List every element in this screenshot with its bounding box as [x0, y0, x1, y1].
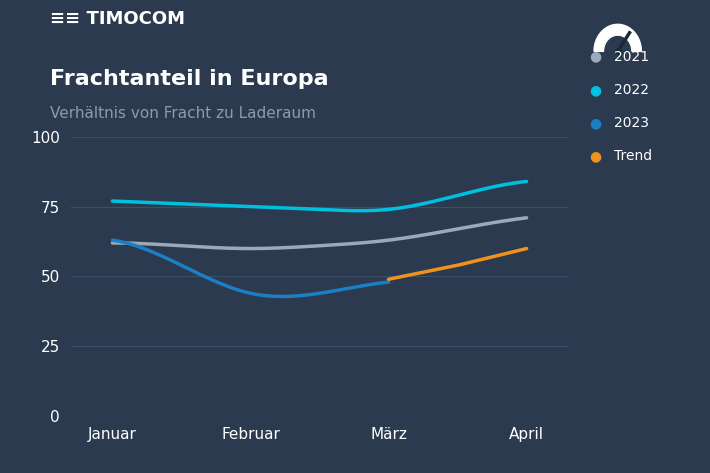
Text: ●: ●: [589, 83, 601, 97]
Text: ●: ●: [589, 149, 601, 163]
Polygon shape: [594, 24, 641, 52]
Text: Trend: Trend: [614, 149, 652, 163]
Text: ●: ●: [589, 116, 601, 130]
Text: Verhältnis von Fracht zu Laderaum: Verhältnis von Fracht zu Laderaum: [50, 106, 316, 121]
Text: ≡≡ TIMOCOM: ≡≡ TIMOCOM: [50, 9, 185, 27]
Text: 2023: 2023: [614, 116, 649, 130]
Text: 2022: 2022: [614, 83, 649, 97]
Text: ●: ●: [589, 50, 601, 64]
Text: 2021: 2021: [614, 50, 649, 64]
Text: Frachtanteil in Europa: Frachtanteil in Europa: [50, 69, 328, 89]
